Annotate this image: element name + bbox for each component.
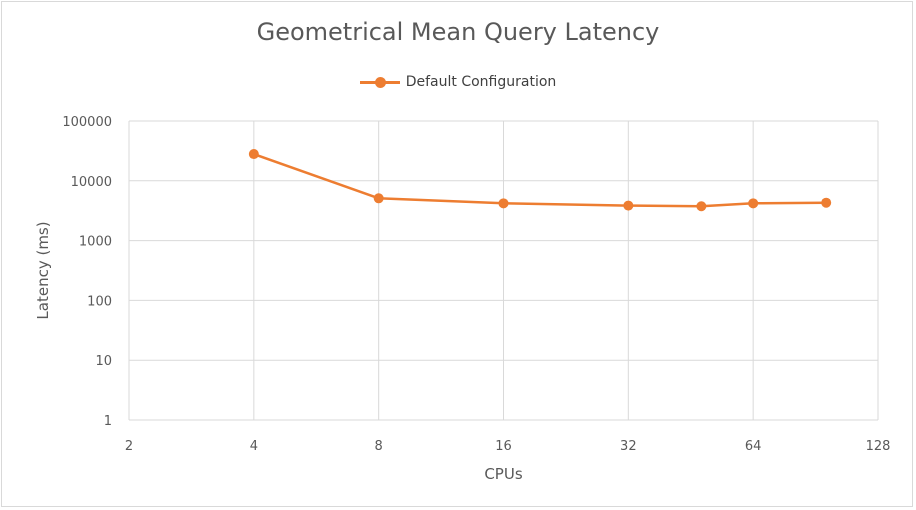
data-point: [623, 200, 634, 211]
x-tick-label: 128: [866, 439, 891, 454]
x-tick-label: 32: [620, 439, 637, 454]
y-tick-labels: 1 10 100 1000 10000 100000: [62, 115, 112, 429]
grid-lines: [128, 120, 879, 421]
data-point: [498, 198, 509, 209]
series-group: [248, 149, 832, 212]
legend-marker: [359, 72, 400, 92]
x-tick-label: 4: [250, 439, 258, 454]
y-tick-label: 100000: [62, 115, 112, 130]
series-line: [253, 152, 827, 208]
legend-label: Default Configuration: [405, 74, 557, 90]
y-tick-label: 10000: [71, 175, 112, 190]
y-tick-label: 1000: [79, 235, 112, 250]
data-point: [373, 193, 384, 204]
x-tick-label: 8: [375, 439, 383, 454]
chart-title: Geometrical Mean Query Latency: [256, 18, 660, 46]
y-axis-title: Latency (ms): [34, 221, 52, 319]
x-tick-label: 64: [745, 439, 762, 454]
y-tick-label: 10: [95, 354, 112, 369]
x-tick-label: 2: [125, 439, 133, 454]
y-tick-label: 100: [87, 294, 112, 309]
x-tick-label: 16: [495, 439, 512, 454]
y-tick-label: 1: [104, 414, 112, 429]
legend: Default Configuration: [0, 72, 916, 92]
x-tick-labels: 2 4 8 16 32 64 128: [125, 439, 891, 454]
x-axis-title: CPUs: [484, 465, 522, 483]
data-point: [696, 201, 707, 212]
data-point: [821, 197, 832, 208]
data-point: [748, 198, 759, 209]
data-point: [248, 149, 259, 160]
